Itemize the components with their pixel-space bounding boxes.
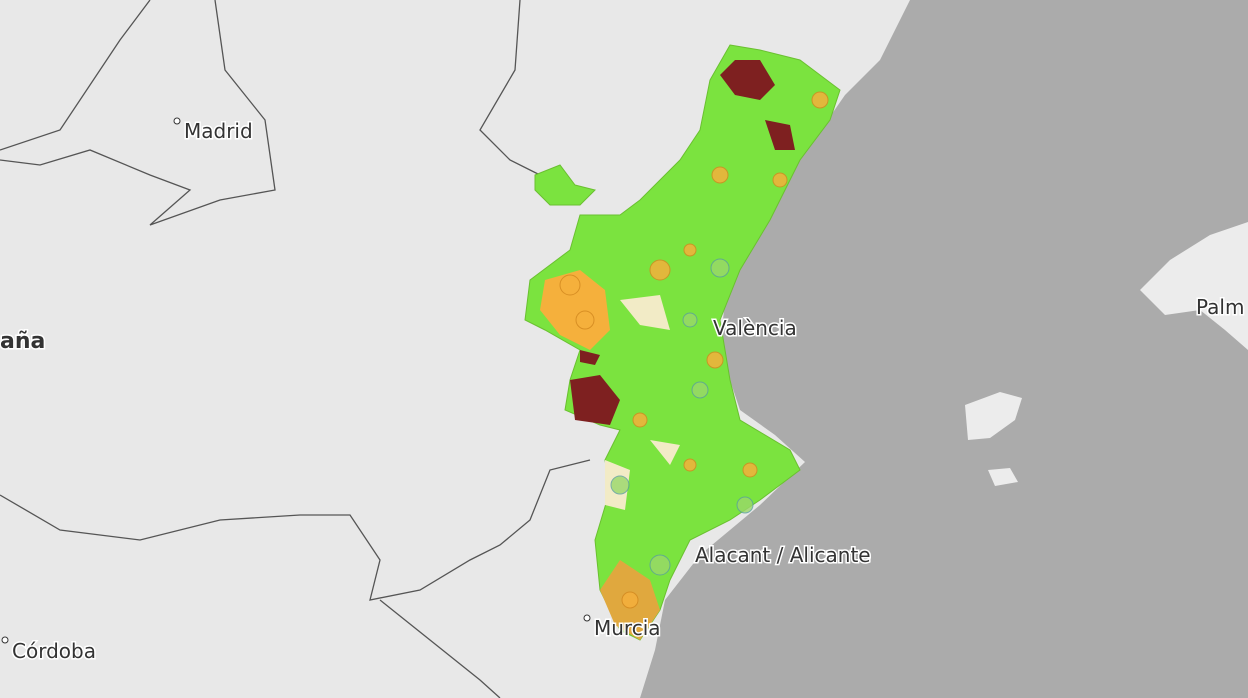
city-label: València xyxy=(713,316,797,340)
zone-orange xyxy=(540,270,610,350)
markers xyxy=(559,91,829,609)
marker xyxy=(559,274,581,296)
island-ibiza xyxy=(965,392,1022,486)
city-label: Córdoba xyxy=(12,639,96,663)
marker xyxy=(682,312,698,328)
marker xyxy=(610,475,630,495)
marker xyxy=(710,258,730,278)
marker xyxy=(736,496,754,514)
rincon-de-ademuz xyxy=(534,164,596,206)
marker xyxy=(772,172,788,188)
city-label: Alacant / Alicante xyxy=(695,543,871,567)
marker xyxy=(621,591,639,609)
marker xyxy=(649,259,671,281)
city-dot xyxy=(1,636,9,644)
region-border xyxy=(0,0,541,226)
city-label: Murcia xyxy=(594,616,661,640)
marker xyxy=(649,554,671,576)
city-dot xyxy=(583,614,591,622)
marker xyxy=(742,462,758,478)
country-label: aña xyxy=(0,329,45,354)
marker xyxy=(683,458,697,472)
island-mallorca xyxy=(1140,222,1248,350)
city-dot xyxy=(173,117,181,125)
marker xyxy=(811,91,829,109)
city-label: Palm xyxy=(1196,295,1244,319)
zone-darkred xyxy=(570,60,795,425)
marker xyxy=(632,412,648,428)
marker xyxy=(683,243,697,257)
region-border xyxy=(0,459,591,698)
marker xyxy=(706,351,724,369)
marker xyxy=(575,310,595,330)
markers xyxy=(610,258,754,576)
marker xyxy=(711,166,729,184)
city-dots xyxy=(1,117,591,644)
marker xyxy=(691,381,709,399)
city-label: Madrid xyxy=(184,119,253,143)
